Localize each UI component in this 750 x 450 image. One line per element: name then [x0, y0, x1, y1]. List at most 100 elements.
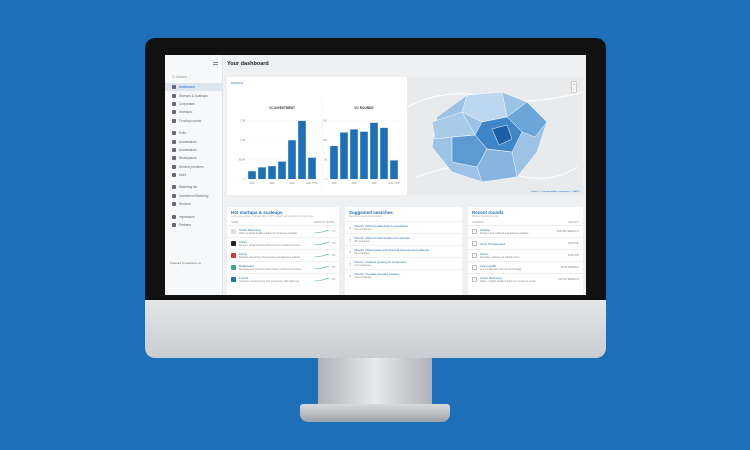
search-icon: ⚲	[349, 249, 352, 254]
sidebar-item[interactable]: Impressum	[165, 212, 222, 220]
bar[interactable]	[340, 132, 348, 180]
search-name[interactable]: Munich | Real estate and financial servi…	[354, 248, 430, 252]
search-input[interactable]: ⚲ Search...	[172, 75, 190, 79]
company-name[interactable]: Foxtrot	[239, 276, 249, 280]
sidebar-item-icon	[172, 193, 176, 198]
search-count: 128 companies	[354, 276, 372, 279]
sparkline	[315, 265, 330, 271]
sidebar-item[interactable]: Watching list	[165, 183, 222, 191]
sidebar-item-label: Startups & Scaleups	[179, 93, 208, 98]
monitor-stand	[318, 358, 432, 408]
x-tick-label: 2018	[331, 183, 337, 185]
search-name[interactable]: Munich | Female founded startups	[354, 272, 400, 276]
company-name[interactable]: Helsing	[480, 228, 491, 232]
table-row[interactable]: Ulixes Designs virtual festivals and even…	[227, 237, 339, 249]
round-row[interactable]: iOmx Therapeutics EUR 65M	[468, 237, 583, 249]
search-item[interactable]: ⚲ Munich | Female founded startups 128 com…	[345, 269, 462, 281]
round-row[interactable]: Konux Develops software for infrastructur…	[468, 249, 583, 261]
sidebar-item[interactable]: Investors	[165, 108, 222, 116]
y-tick-label: 1.0B	[240, 139, 245, 142]
menu-icon[interactable]	[213, 62, 218, 65]
bar[interactable]	[390, 160, 398, 179]
y-tick-label: 50	[324, 159, 327, 162]
search-icon: ⚲	[349, 237, 352, 242]
search-item[interactable]: ⚲ Munich | Real estate and financial serv…	[345, 245, 462, 257]
search-item[interactable]: ⚲ Munich | Fastest growing AI companies 12…	[345, 257, 462, 269]
sidebar-item[interactable]: Exits	[165, 129, 222, 137]
search-name[interactable]: Munich | Most funded health tech startup…	[354, 236, 410, 240]
table-row[interactable]: Fibrify Enables scheduling and resource m…	[227, 249, 339, 261]
map-card[interactable]: + − Leaflet | © OpenStreetMap, contributo…	[406, 77, 584, 195]
company-name[interactable]: Smart Reporting	[239, 228, 261, 232]
company-name[interactable]: iOmx Therapeutics	[480, 241, 506, 246]
bar[interactable]	[278, 161, 286, 179]
bar[interactable]	[370, 122, 378, 179]
round-info: Lean Health Lean healthcare and care tech…	[480, 264, 558, 271]
sidebar-item-icon	[172, 101, 176, 106]
x-tick-label: 2020	[269, 183, 275, 185]
chart-title: VC ROUNDS	[354, 106, 373, 110]
company-desc: Offers a digital health solution for str…	[239, 232, 297, 235]
bar[interactable]	[350, 129, 358, 179]
sidebar-item-icon	[172, 118, 176, 123]
search-name[interactable]: Munich | Fastest growing AI companies	[354, 260, 407, 264]
company-name[interactable]: Smart Reporting	[480, 276, 502, 280]
company-name[interactable]: Ulixes	[239, 240, 248, 244]
bar[interactable]	[360, 131, 368, 179]
round-row[interactable]: Helsing Designs and builds AI and defense…	[468, 225, 583, 237]
bar[interactable]	[298, 120, 306, 179]
sidebar-item-icon	[172, 185, 176, 190]
x-tick-label: 2022	[289, 183, 295, 185]
sidebar-item[interactable]: More	[165, 171, 222, 179]
sidebar-item-icon	[172, 139, 176, 144]
col-company: COMPANY	[472, 221, 485, 224]
filter-label[interactable]: MUNICH	[231, 81, 243, 85]
sidebar-item[interactable]: Reclaim	[165, 200, 222, 208]
sidebar-item-icon	[172, 214, 176, 219]
sidebar-item-icon	[172, 85, 176, 90]
round-row[interactable]: Smart Reporting Offers a digital health s…	[468, 273, 583, 285]
y-tick-label: 0	[326, 178, 328, 181]
sidebar-item[interactable]: Accelerators	[165, 146, 222, 154]
bar[interactable]	[248, 171, 256, 179]
company-name[interactable]: Konux	[480, 252, 489, 256]
company-name[interactable]: Lean Health	[480, 264, 497, 268]
sidebar-item[interactable]: Investment Matching	[165, 192, 222, 200]
search-count: 64 companies	[354, 252, 370, 255]
sidebar-item[interactable]: Corporates	[165, 100, 222, 108]
table-row[interactable]: Foxtrot Supports entrepreneurs and compan…	[227, 273, 339, 285]
sidebar-item[interactable]: Startups & Scaleups	[165, 91, 222, 99]
table-row[interactable]: Smart Reporting Offers a digital health s…	[227, 225, 339, 237]
company-name[interactable]: Fibrify	[239, 252, 248, 256]
search-name[interactable]: Munich | Most funded fintech companies	[354, 224, 408, 228]
bar[interactable]	[330, 146, 338, 179]
bar[interactable]	[268, 166, 276, 179]
company-name[interactable]: DataGuard	[239, 264, 254, 268]
company-logo	[472, 253, 477, 258]
sidebar-item[interactable]: Service providers	[165, 163, 222, 171]
company-logo	[472, 277, 477, 282]
company-desc: Supports entrepreneurs and companies wit…	[239, 280, 300, 283]
sidebar-item[interactable]: Accelerators	[165, 137, 222, 145]
bar[interactable]	[380, 127, 388, 179]
powered-by[interactable]: Powered by dealroom.co	[170, 261, 201, 265]
company-desc: Develops and provides data privacy solut…	[239, 268, 301, 271]
company-desc: Offers a digital health solution for str…	[480, 280, 536, 283]
bar[interactable]	[288, 140, 296, 179]
search-item[interactable]: ⚲ Munich | Most funded fintech companies 1…	[345, 221, 462, 233]
growth-score: 66	[332, 266, 335, 269]
col-signal: GROWTH SIGNAL	[313, 221, 335, 224]
bar[interactable]	[308, 157, 316, 179]
bar[interactable]	[258, 167, 266, 179]
sidebar-item[interactable]: Dashboard	[165, 83, 222, 92]
region-map[interactable]	[406, 77, 584, 195]
round-row[interactable]: Lean Health Lean healthcare and care tech…	[468, 261, 583, 273]
sidebar-item[interactable]: Funding rounds	[165, 117, 222, 125]
zoom-controls[interactable]: + −	[571, 81, 577, 93]
sidebar-item[interactable]: Workspaces	[165, 154, 222, 162]
search-info: Munich | Most funded fintech companies 15…	[354, 224, 408, 231]
search-item[interactable]: ⚲ Munich | Most funded health tech startu…	[345, 233, 462, 245]
sidebar-item-label: Partners	[179, 223, 192, 228]
table-row[interactable]: DataGuard Develops and provides data priv…	[227, 261, 339, 273]
sidebar-item[interactable]: Partners	[165, 221, 222, 229]
